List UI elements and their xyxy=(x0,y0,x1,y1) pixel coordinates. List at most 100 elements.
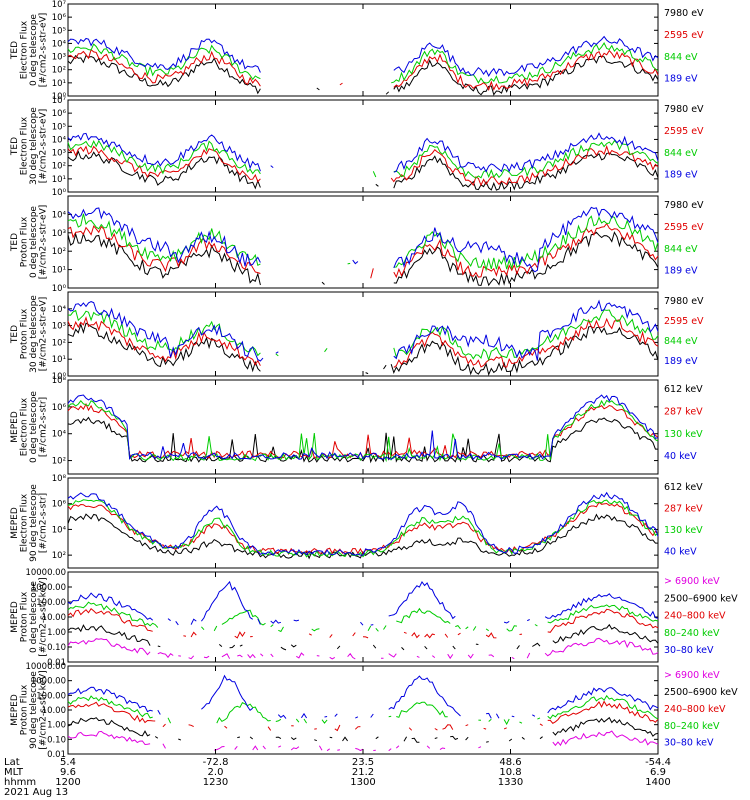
y-tick-label: 10⁷ xyxy=(52,0,67,10)
y-tick-label: 10⁸ xyxy=(52,474,67,484)
x-tick-label: 5.4 xyxy=(60,757,76,768)
series-trace xyxy=(67,299,659,362)
series-trace xyxy=(67,623,659,651)
y-tick-label: 10.00 xyxy=(42,706,66,716)
y-tick-label: 1000.00 xyxy=(31,583,66,593)
y-axis-label-line: 0 deg telescope xyxy=(29,581,39,653)
y-axis-label-line: TED xyxy=(10,325,20,344)
legend-entry: 130 keV xyxy=(664,525,703,536)
y-tick-label: 10³ xyxy=(52,229,66,239)
y-tick-label: 10¹ xyxy=(52,175,66,185)
y-tick-label: 10⁰ xyxy=(52,284,67,294)
y-tick-label: 0.10 xyxy=(47,735,66,745)
y-axis-label: MEPED Proton Flux 90 deg telescope [#/cm2-s… xyxy=(10,670,49,749)
legend-entry: 7980 eV xyxy=(664,104,704,115)
legend-entry: 30–80 keV xyxy=(664,645,714,656)
y-axis-label-line: [#/cm2-s-str] xyxy=(38,397,48,457)
x-tick-label: 1200 xyxy=(55,777,80,788)
legend-entry: 844 eV xyxy=(664,244,698,255)
x-tick-label: 1230 xyxy=(203,777,228,788)
y-axis-label-line: MEPED xyxy=(10,411,20,443)
y-axis-label-line: [#/cm2-s-str-eV] xyxy=(38,13,48,88)
legend-entry: 844 eV xyxy=(664,336,698,347)
y-axis-label-line: Proton Flux xyxy=(19,591,29,642)
series-trace xyxy=(67,139,659,179)
y-axis-label-line: Electron Flux xyxy=(19,116,29,175)
y-tick-label: 10⁴ xyxy=(52,135,67,145)
y-axis-label-line: Proton Flux xyxy=(19,308,29,359)
y-tick-label: 10⁴ xyxy=(52,39,67,49)
y-tick-label: 10⁴ xyxy=(52,210,67,220)
y-axis-label-line: 0 deg telescope xyxy=(29,14,39,86)
series-trace xyxy=(67,150,659,191)
y-tick-label: 10⁵ xyxy=(52,26,66,36)
series-trace xyxy=(67,322,659,376)
series-trace xyxy=(67,35,659,77)
legend-entry: 7980 eV xyxy=(664,8,704,19)
y-tick-label: 0.01 xyxy=(47,750,66,760)
x-tick-label: 10.8 xyxy=(499,767,521,778)
series-trace xyxy=(67,730,659,752)
legend-entry: 844 eV xyxy=(664,148,698,159)
series-trace xyxy=(67,694,659,726)
y-tick-label: 10¹ xyxy=(52,355,66,365)
y-axis-label: TED Proton Flux 0 deg telescope [#/cm2-s-st… xyxy=(10,205,49,280)
y-tick-label: 10⁷ xyxy=(52,96,67,106)
y-tick-label: 10⁶ xyxy=(52,109,67,119)
legend-entry: > 6900 keV xyxy=(664,576,720,587)
series-trace xyxy=(67,601,659,633)
legend-entry: 2595 eV xyxy=(664,30,704,41)
y-axis-label-line: Proton Flux xyxy=(19,216,29,267)
x-tick-label: 1300 xyxy=(350,777,375,788)
y-tick-label: 10000.00 xyxy=(25,662,66,672)
legend-entry: 30–80 keV xyxy=(664,738,714,749)
panel-7: 0.010.101.0010.00100.001000.0010000.00ME… xyxy=(10,568,738,668)
y-axis-label-line: [#/cm2-s-str-eV] xyxy=(38,297,48,372)
y-axis-label-line: Electron Flux xyxy=(19,493,29,552)
series-trace xyxy=(67,399,659,463)
y-tick-label: 10⁶ xyxy=(52,13,67,23)
series-trace xyxy=(67,132,659,173)
y-axis-label-line: [#/cm2-s-str-keV] xyxy=(38,670,48,749)
x-tick-label: -72.8 xyxy=(203,757,229,768)
y-tick-label: 10¹ xyxy=(52,79,66,89)
x-tick-label: 1330 xyxy=(498,777,523,788)
y-axis-label-line: 0 deg telescope xyxy=(29,391,39,463)
x-row-label: Lat xyxy=(4,757,20,768)
legend-entry: 240–800 keV xyxy=(664,611,726,622)
y-tick-label: 10⁴ xyxy=(52,305,67,315)
legend-entry: 189 eV xyxy=(664,74,698,85)
y-tick-label: 10³ xyxy=(52,322,66,332)
legend-entry: 287 keV xyxy=(664,503,703,514)
series-trace xyxy=(67,48,659,91)
series-trace xyxy=(67,144,659,187)
y-tick-label: 10² xyxy=(52,338,66,348)
y-tick-label: 10000.00 xyxy=(25,568,66,578)
y-tick-label: 10² xyxy=(52,457,66,467)
x-row-label: hhmm xyxy=(4,777,36,788)
panel-8: 0.010.101.0010.00100.001000.0010000.00ME… xyxy=(10,662,738,760)
x-tick-label: 2.0 xyxy=(208,767,224,778)
y-tick-label: 0.01 xyxy=(47,658,66,668)
y-tick-label: 1.00 xyxy=(47,721,66,731)
y-tick-label: 10⁶ xyxy=(52,500,67,510)
legend-entry: 612 keV xyxy=(664,384,703,395)
y-axis-label-line: [#/cm2-s-str] xyxy=(38,493,48,553)
series-trace xyxy=(67,674,659,719)
legend-entry: 612 keV xyxy=(664,482,703,493)
y-tick-label: 10² xyxy=(52,66,66,76)
series-trace xyxy=(67,580,659,626)
y-axis-label-line: MEPED xyxy=(10,694,20,726)
series-trace xyxy=(67,316,659,368)
date-label: 2021 Aug 13 xyxy=(4,787,68,798)
y-axis-label: MEPED Electron Flux 0 deg telescope [#/cm2-… xyxy=(10,391,49,463)
y-axis-label: TED Electron Flux 0 deg telescope [#/cm2-s-… xyxy=(10,13,49,88)
y-axis-label-line: 30 deg telescope xyxy=(29,295,39,373)
series-trace xyxy=(67,222,659,279)
series-trace xyxy=(67,700,659,732)
